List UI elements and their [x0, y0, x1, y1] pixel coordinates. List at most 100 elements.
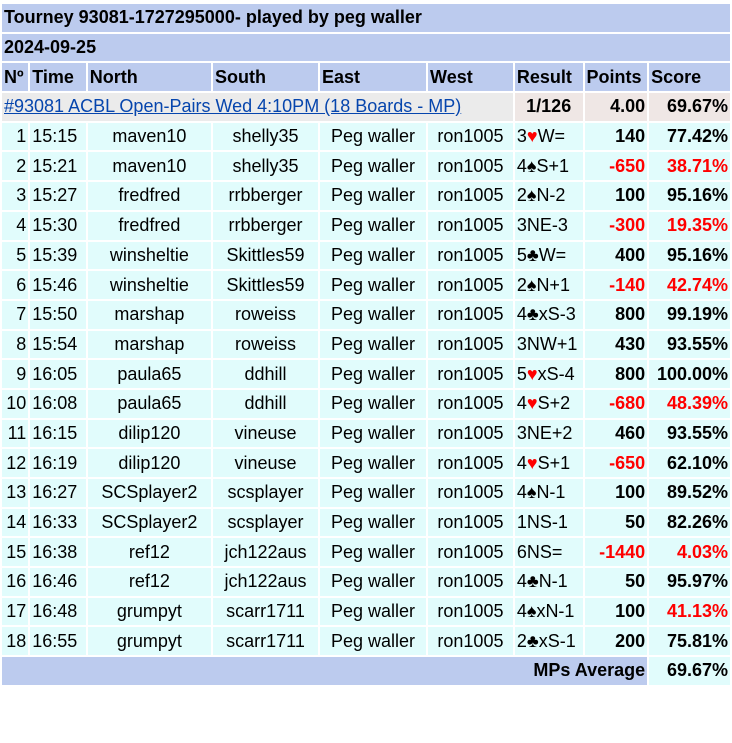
suit-icon: ♣ [526, 630, 539, 651]
suit-icon: ♣ [526, 244, 539, 265]
row-west-player: ron1005 [428, 152, 513, 181]
row-north-player: SCSplayer2 [87, 479, 211, 507]
table-row: 17 16:48 grumpyt scarr1711 Peg waller ron1005… [2, 597, 730, 626]
row-west-player: ron1005 [428, 330, 513, 359]
result-contract: 4 [516, 393, 527, 414]
row-south-player: rrbberger [212, 211, 318, 240]
row-east-player: Peg waller [320, 152, 427, 181]
tourney-results-table: Tourney 93081-1727295000- played by peg … [0, 2, 732, 687]
column-header-row: Nº Time North South East West Result Poi… [2, 63, 730, 92]
row-time: 15:30 [30, 211, 86, 240]
result-declarer: xN-1 [536, 601, 575, 622]
row-score: 42.74% [649, 271, 730, 299]
row-number: 12 [2, 449, 29, 477]
result-contract: 2 [516, 185, 527, 206]
row-time: 16:19 [30, 449, 86, 477]
row-result: 5♣W= [514, 241, 583, 270]
row-west-player: ron1005 [428, 182, 513, 210]
row-west-player: ron1005 [428, 568, 513, 596]
result-declarer: N-2 [536, 185, 566, 206]
page-title: Tourney 93081-1727295000- played by peg … [2, 4, 730, 32]
row-north-player: grumpyt [87, 597, 211, 626]
result-contract: 3NW+1 [516, 333, 578, 354]
row-west-player: ron1005 [428, 627, 513, 656]
row-number: 7 [2, 300, 29, 329]
row-points: -650 [584, 152, 648, 181]
row-points: 140 [584, 122, 648, 151]
result-contract: 3NE+2 [516, 422, 573, 443]
row-time: 15:27 [30, 182, 86, 210]
row-points: 800 [584, 300, 648, 329]
row-time: 15:39 [30, 241, 86, 270]
row-east-player: Peg waller [320, 419, 427, 448]
row-east-player: Peg waller [320, 330, 427, 359]
table-row: 15 16:38 ref12 jch122aus Peg waller ron1005 6N… [2, 538, 730, 567]
row-number: 10 [2, 389, 29, 418]
col-header-south: South [212, 63, 318, 92]
row-number: 18 [2, 627, 29, 656]
suit-icon: ♠ [526, 155, 537, 176]
event-link[interactable]: #93081 ACBL Open-Pairs Wed 4:10PM (18 Bo… [4, 96, 462, 117]
result-contract: 5 [516, 244, 527, 265]
row-points: 200 [584, 627, 648, 656]
col-header-num: Nº [2, 63, 29, 92]
row-result: 4♣N-1 [514, 568, 583, 596]
row-number: 16 [2, 568, 29, 596]
tourney-date: 2024-09-25 [2, 33, 730, 62]
row-west-player: ron1005 [428, 449, 513, 477]
event-title-cell: #93081 ACBL Open-Pairs Wed 4:10PM (18 Bo… [2, 93, 513, 121]
col-header-points: Points [584, 63, 648, 92]
table-row: 8 15:54 marshap roweiss Peg waller ron1005 3NW… [2, 330, 730, 359]
table-row: 3 15:27 fredfred rrbberger Peg waller ron1005… [2, 182, 730, 210]
col-header-west: West [428, 63, 513, 92]
row-points: 430 [584, 330, 648, 359]
row-time: 15:46 [30, 271, 86, 299]
row-east-player: Peg waller [320, 508, 427, 537]
row-north-player: paula65 [87, 360, 211, 388]
row-score: 62.10% [649, 449, 730, 477]
row-time: 16:46 [30, 568, 86, 596]
row-result: 2♠N-2 [514, 182, 583, 210]
row-number: 5 [2, 241, 29, 270]
row-south-player: Skittles59 [212, 241, 318, 270]
result-declarer: xS-4 [537, 363, 575, 384]
row-north-player: fredfred [87, 211, 211, 240]
row-east-player: Peg waller [320, 182, 427, 210]
row-score: 48.39% [649, 389, 730, 418]
row-points: -680 [584, 389, 648, 418]
row-points: 50 [584, 568, 648, 596]
row-result: 3NW+1 [514, 330, 583, 359]
row-points: 100 [584, 597, 648, 626]
row-east-player: Peg waller [320, 211, 427, 240]
row-score: 99.19% [649, 300, 730, 329]
row-score: 38.71% [649, 152, 730, 181]
table-row: 12 16:19 dilip120 vineuse Peg waller ron1005 4… [2, 449, 730, 477]
row-result: 6NS= [514, 538, 583, 567]
row-south-player: shelly35 [212, 152, 318, 181]
row-points: -1440 [584, 538, 648, 567]
row-score: 77.42% [649, 122, 730, 151]
suit-icon: ♥ [526, 126, 538, 147]
row-north-player: maven10 [87, 122, 211, 151]
row-number: 14 [2, 508, 29, 537]
row-west-player: ron1005 [428, 211, 513, 240]
row-south-player: scsplayer [212, 508, 318, 537]
result-contract: 4 [516, 304, 527, 325]
row-result: 4♠S+1 [514, 152, 583, 181]
row-south-player: vineuse [212, 449, 318, 477]
row-west-player: ron1005 [428, 389, 513, 418]
result-declarer: S+1 [537, 452, 571, 473]
result-contract: 4 [516, 452, 527, 473]
row-east-player: Peg waller [320, 300, 427, 329]
row-number: 3 [2, 182, 29, 210]
result-contract: 4 [516, 155, 527, 176]
result-declarer: N-1 [538, 571, 568, 592]
table-row: 2 15:21 maven10 shelly35 Peg waller ron1005 4♠… [2, 152, 730, 181]
row-north-player: paula65 [87, 389, 211, 418]
row-time: 16:38 [30, 538, 86, 567]
table-row: 7 15:50 marshap roweiss Peg waller ron1005 4♣x… [2, 300, 730, 329]
row-points: 100 [584, 182, 648, 210]
row-north-player: dilip120 [87, 449, 211, 477]
row-east-player: Peg waller [320, 597, 427, 626]
result-contract: 1NS-1 [516, 512, 568, 533]
